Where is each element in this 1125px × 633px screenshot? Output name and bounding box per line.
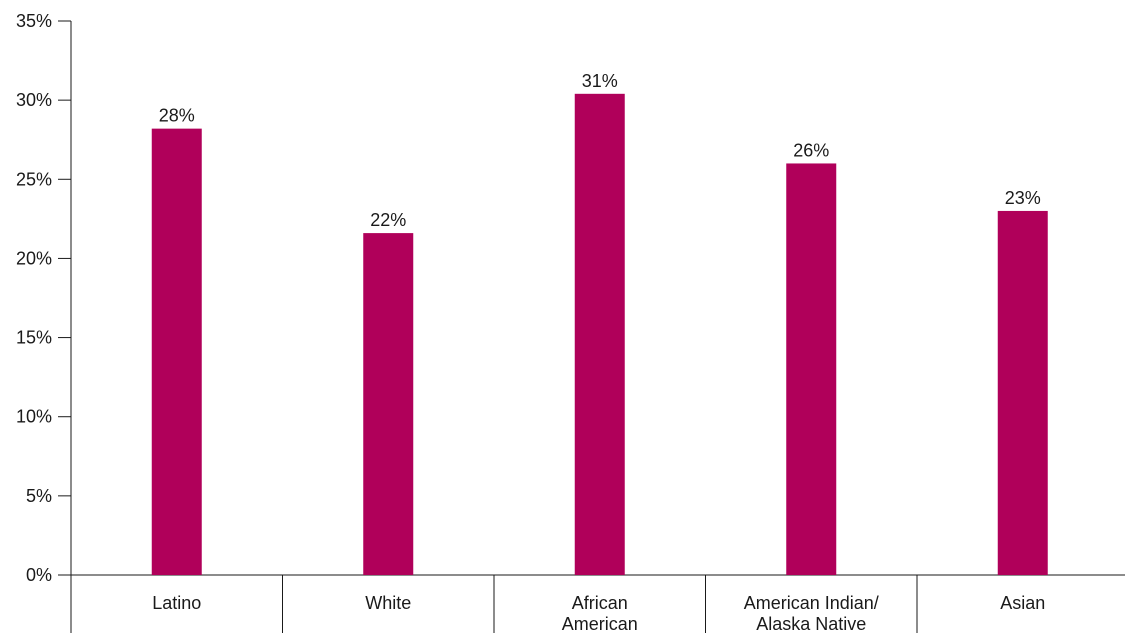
bar [574, 93, 625, 575]
bar [363, 233, 414, 576]
category-label: White [365, 593, 411, 613]
bar-value-label: 31% [582, 71, 618, 91]
y-tick-label: 30% [16, 90, 52, 110]
bar [151, 128, 202, 576]
category-label: American [562, 614, 638, 633]
y-tick-label: 35% [16, 11, 52, 31]
y-tick-label: 15% [16, 328, 52, 348]
category-label: Alaska Native [756, 614, 866, 633]
y-tick-label: 10% [16, 407, 52, 427]
bar-value-label: 23% [1005, 188, 1041, 208]
category-label: African [572, 593, 628, 613]
bar-value-label: 28% [159, 106, 195, 126]
y-tick-label: 25% [16, 169, 52, 189]
category-label: American Indian/ [744, 593, 879, 613]
y-tick-label: 20% [16, 248, 52, 268]
bar [786, 163, 837, 575]
category-label: Latino [152, 593, 201, 613]
bar [997, 210, 1048, 575]
category-label: Asian [1000, 593, 1045, 613]
y-tick-label: 5% [26, 486, 52, 506]
bar-value-label: 26% [793, 140, 829, 160]
y-tick-label: 0% [26, 565, 52, 585]
bar-value-label: 22% [370, 210, 406, 230]
